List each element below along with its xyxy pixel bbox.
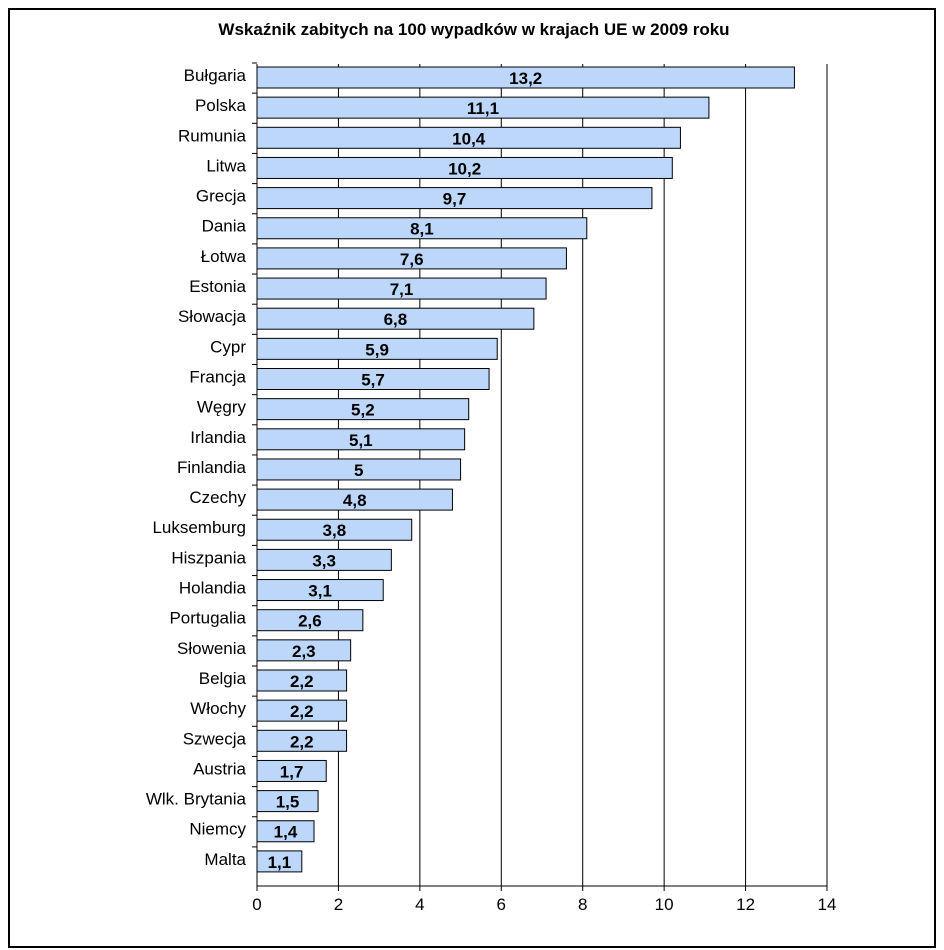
data-label: 5 — [354, 461, 363, 480]
bar-chart: 0 2 4 6 8 10 12 14 Bułgaria 13,2 Polska 11,1 Rumunia… — [146, 62, 837, 914]
category-label: Polska — [195, 96, 247, 115]
category-label: Irlandia — [190, 428, 246, 447]
category-label: Finlandia — [177, 458, 247, 477]
bar — [256, 518, 413, 541]
category-label: Bułgaria — [184, 66, 247, 85]
data-label: 1,7 — [280, 762, 304, 781]
data-label: 10,2 — [448, 159, 481, 178]
data-label: 2,2 — [290, 732, 314, 751]
bar — [256, 790, 319, 813]
bar — [256, 156, 673, 179]
category-label: Holandia — [179, 579, 247, 598]
category-label: Węgry — [197, 398, 247, 417]
data-label: 1,4 — [274, 823, 298, 842]
data-label: 5,7 — [361, 370, 385, 389]
bar — [256, 609, 364, 632]
bar — [256, 488, 453, 511]
bar — [256, 820, 315, 843]
category-label: Czechy — [189, 488, 246, 507]
x-tick-label: 12 — [736, 895, 755, 914]
bar — [256, 398, 470, 421]
category-label: Rumunia — [178, 126, 247, 145]
data-label: 2,3 — [292, 642, 316, 661]
bar — [256, 759, 327, 782]
data-label: 5,2 — [351, 401, 375, 420]
category-label: Malta — [204, 850, 246, 869]
data-label: 2,6 — [298, 612, 322, 631]
data-label: 10,4 — [452, 129, 486, 148]
bar — [256, 337, 498, 360]
category-label: Estonia — [189, 277, 246, 296]
data-label: 1,5 — [276, 793, 300, 812]
bar — [256, 458, 462, 481]
x-tick-label: 0 — [252, 895, 261, 914]
chart-frame: Wskaźnik zabitych na 100 wypadków w kraj… — [8, 8, 936, 948]
bar — [256, 187, 653, 210]
bar — [256, 428, 466, 451]
data-label: 1,1 — [268, 853, 292, 872]
category-label: Słowenia — [177, 639, 247, 658]
data-label: 7,1 — [390, 280, 414, 299]
bar — [256, 96, 710, 119]
chart-title: Wskaźnik zabitych na 100 wypadków w kraj… — [218, 20, 730, 39]
data-label: 3,1 — [308, 582, 332, 601]
category-label: Łotwa — [201, 247, 247, 266]
bar — [256, 277, 547, 300]
category-label: Włochy — [190, 699, 246, 718]
category-label: Hiszpania — [171, 548, 246, 567]
data-label: 11,1 — [467, 99, 499, 118]
category-label: Grecja — [196, 187, 247, 206]
data-label: 2,2 — [290, 672, 314, 691]
x-tick-label: 8 — [578, 895, 587, 914]
bar — [256, 850, 303, 873]
category-label: Belgia — [199, 669, 247, 688]
category-label: Portugalia — [169, 609, 246, 628]
category-label: Cypr — [210, 337, 246, 356]
data-label: 13,2 — [509, 69, 542, 88]
data-label: 3,3 — [312, 551, 336, 570]
bar — [256, 669, 348, 692]
category-label: Szwecja — [183, 729, 247, 748]
bar — [256, 548, 392, 571]
x-tick-label: 4 — [415, 895, 424, 914]
data-label: 5,9 — [365, 340, 389, 359]
data-label: 4,8 — [343, 491, 367, 510]
data-label: 9,7 — [443, 190, 467, 209]
bar — [256, 247, 567, 270]
bar — [256, 66, 795, 89]
category-label: Słowacja — [178, 307, 247, 326]
data-label: 7,6 — [400, 250, 424, 269]
category-label: Niemcy — [189, 820, 246, 839]
x-tick-label: 6 — [497, 895, 506, 914]
bar — [256, 579, 384, 602]
category-label: Francja — [189, 367, 246, 386]
bar — [256, 217, 588, 240]
data-label: 5,1 — [349, 431, 373, 450]
data-label: 3,8 — [323, 521, 347, 540]
data-label: 8,1 — [410, 220, 434, 239]
category-label: Litwa — [206, 156, 246, 175]
x-tick-label: 14 — [818, 895, 837, 914]
category-label: Wlk. Brytania — [146, 790, 247, 809]
data-label: 2,2 — [290, 702, 314, 721]
x-tick-label: 2 — [334, 895, 343, 914]
category-label: Dania — [202, 217, 247, 236]
category-label: Austria — [193, 759, 246, 778]
bar — [256, 368, 490, 390]
bar — [256, 126, 681, 149]
x-tick-label: 10 — [655, 895, 674, 914]
category-label: Luksemburg — [152, 518, 246, 537]
bar — [256, 307, 535, 330]
bar — [256, 699, 348, 722]
data-label: 6,8 — [384, 310, 408, 329]
bar — [256, 729, 348, 752]
bar — [256, 639, 352, 662]
